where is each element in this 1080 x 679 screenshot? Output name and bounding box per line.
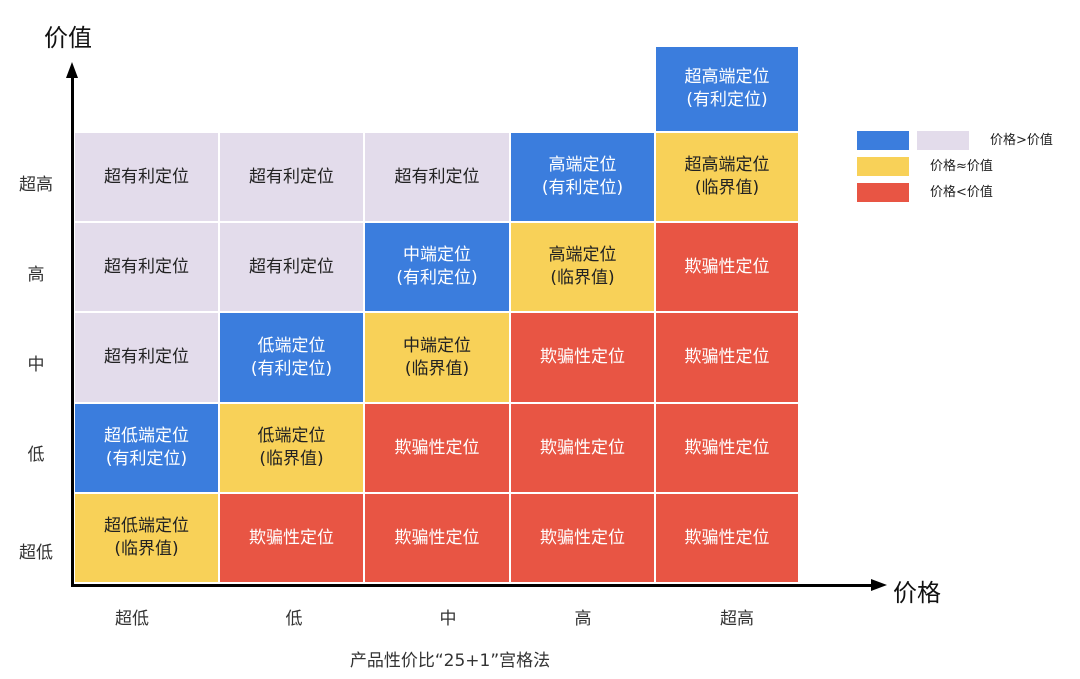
- grid-cell-text: 低端定位: [257, 335, 326, 356]
- grid-cell-text: 高端定位: [548, 155, 617, 175]
- grid-cell: 超低端定位 (临界值): [75, 494, 218, 582]
- grid-cell: 超有利定位: [75, 133, 218, 221]
- grid-cell-text: 超有利定位: [249, 256, 334, 277]
- legend-swatch: [857, 131, 909, 150]
- grid-cell-text: 低端定位: [257, 426, 326, 446]
- grid-cell: 低端定位 (临界值): [220, 404, 363, 492]
- grid-cell-text: 中端定位: [403, 245, 471, 265]
- grid-cell-text: 欺骗性定位: [684, 256, 770, 277]
- grid-cell: 欺骗性定位: [656, 223, 798, 311]
- grid-cell-text: 超有利定位: [104, 347, 189, 367]
- grid-cell-text: (临界值): [114, 539, 179, 559]
- grid-cell: 欺骗性定位: [511, 404, 654, 492]
- grid-cell-text: (临界值): [694, 178, 760, 198]
- grid-cell-text: 超有利定位: [394, 166, 480, 187]
- grid-cell-text: 超高端定位: [684, 155, 770, 175]
- legend-swatch: [857, 157, 909, 176]
- grid-cell-text: 欺骗性定位: [684, 347, 770, 367]
- grid-cell: 欺骗性定位: [511, 313, 654, 402]
- grid-cell-text: 超低端定位: [104, 516, 189, 536]
- x-tick-label: 超高: [720, 609, 754, 629]
- grid-cell: 超有利定位: [365, 133, 509, 221]
- grid-cell-text: 中端定位: [403, 335, 471, 356]
- y-tick-label: 超高: [19, 175, 53, 195]
- grid-cell: 欺骗性定位: [365, 494, 509, 582]
- grid-cell-text: (临界值): [550, 268, 615, 288]
- grid-cell-text: 欺骗性定位: [684, 527, 770, 548]
- grid-cell: 欺骗性定位: [511, 494, 654, 582]
- grid-cell: 超高端定位 (临界值): [656, 133, 798, 221]
- x-axis-arrow-icon: [871, 579, 887, 591]
- grid-cell-text: 欺骗性定位: [540, 347, 625, 367]
- diagram-caption: 产品性价比“25+1”宫格法: [349, 651, 551, 671]
- grid-cell-text: 欺骗性定位: [394, 437, 480, 458]
- grid-cell: 超有利定位: [220, 133, 363, 221]
- y-axis-title: 价值: [44, 24, 92, 52]
- grid-cell: 欺骗性定位: [656, 404, 798, 492]
- grid-cell: 超高端定位 (有利定位): [656, 47, 798, 131]
- grid-cell-text: 欺骗性定位: [540, 437, 625, 458]
- x-tick-label: 高: [574, 609, 592, 629]
- grid-cell-text: 超低端定位: [104, 426, 189, 446]
- y-tick-label: 超低: [19, 543, 53, 563]
- grid-cell-text: (有利定位): [396, 268, 478, 288]
- y-axis-line: [71, 76, 74, 587]
- legend-swatch: [857, 183, 909, 202]
- grid-cell-text: 超有利定位: [104, 166, 189, 187]
- y-tick-label: 低: [27, 445, 45, 465]
- grid-cell: 中端定位 (临界值): [365, 313, 509, 402]
- legend-label: 价格>价值: [990, 133, 1053, 148]
- grid-cell-text: (有利定位): [541, 178, 624, 198]
- grid-cell-text: 欺骗性定位: [684, 437, 770, 458]
- grid-cell: 超有利定位: [75, 223, 218, 311]
- grid-cell-text: (有利定位): [250, 358, 333, 379]
- grid-cell-text: 超有利定位: [104, 256, 189, 277]
- x-tick-label: 低: [285, 609, 303, 629]
- grid-cell-text: 高端定位: [548, 245, 617, 265]
- x-axis-title: 价格: [893, 579, 941, 607]
- grid-cell-text: 欺骗性定位: [394, 527, 480, 548]
- grid-cell: 欺骗性定位: [656, 313, 798, 402]
- grid-cell-text: (临界值): [404, 358, 470, 379]
- grid-cell: 超有利定位: [75, 313, 218, 402]
- grid-cell-text: (有利定位): [105, 449, 188, 469]
- x-axis-line: [71, 584, 875, 587]
- y-tick-label: 中: [27, 355, 45, 375]
- grid-cell: 中端定位 (有利定位): [365, 223, 509, 311]
- grid-cell-text: 超高端定位: [684, 67, 770, 87]
- grid-cell-text: (有利定位): [686, 90, 768, 110]
- grid-cell-text: 欺骗性定位: [249, 527, 334, 548]
- y-tick-label: 高: [27, 265, 45, 285]
- grid-cell-text: 欺骗性定位: [540, 527, 625, 548]
- x-tick-label: 超低: [115, 609, 149, 629]
- x-tick-label: 中: [439, 609, 457, 629]
- grid-cell: 超有利定位: [220, 223, 363, 311]
- grid-cell: 欺骗性定位: [220, 494, 363, 582]
- grid-cell: 超低端定位 (有利定位): [75, 404, 218, 492]
- legend-label: 价格≈价值: [930, 159, 993, 174]
- legend-swatch: [917, 131, 969, 150]
- legend-label: 价格<价值: [930, 185, 993, 200]
- grid-cell-text: (临界值): [259, 449, 324, 469]
- grid-cell: 高端定位 (有利定位): [511, 133, 654, 221]
- grid-cell: 欺骗性定位: [656, 494, 798, 582]
- y-axis-arrow-icon: [66, 62, 78, 78]
- grid-cell: 高端定位 (临界值): [511, 223, 654, 311]
- grid-cell: 欺骗性定位: [365, 404, 509, 492]
- grid-cell-text: 超有利定位: [249, 166, 334, 187]
- grid-cell: 低端定位 (有利定位): [220, 313, 363, 402]
